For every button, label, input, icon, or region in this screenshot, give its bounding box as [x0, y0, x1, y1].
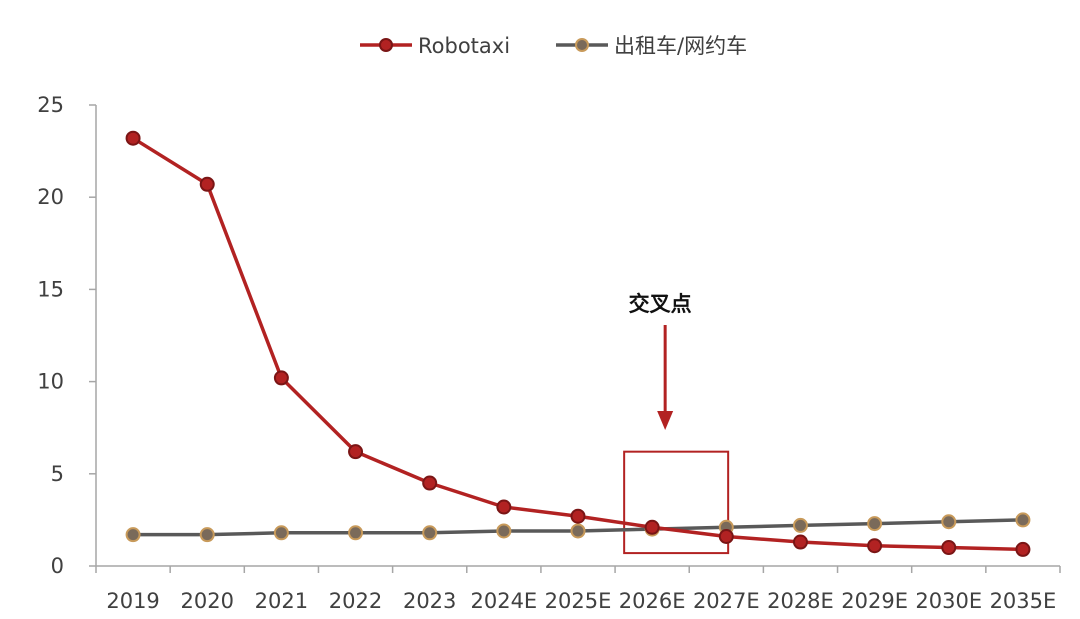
x-tick-label: 2023 — [403, 589, 456, 613]
axes: 0 5 10 15 20 25 2019 2020 2021 2022 2023 2024E 2025E… — [37, 93, 1061, 613]
x-tick-label: 2024E — [470, 589, 537, 613]
annotation-layer: 交叉点 — [623, 292, 730, 555]
y-tick-label: 5 — [51, 462, 64, 486]
legend-label: Robotaxi — [418, 34, 510, 58]
data-point — [867, 516, 883, 532]
x-tick-label: 2035E — [990, 589, 1057, 613]
series-0 — [125, 130, 1031, 557]
legend-item: 出租车/网约车 — [556, 34, 747, 58]
series-line — [132, 136, 1023, 552]
annotation-label: 交叉点 — [629, 292, 692, 316]
legend-item: Robotaxi — [360, 34, 510, 58]
x-tick-label: 2025E — [545, 589, 612, 613]
data-point — [273, 525, 289, 541]
y-tick-label: 10 — [37, 370, 64, 394]
data-point — [496, 523, 512, 539]
data-point — [199, 176, 215, 192]
x-tick-label: 2021 — [255, 589, 308, 613]
data-point — [348, 444, 364, 460]
data-point — [570, 523, 586, 539]
x-tick-label: 2022 — [329, 589, 382, 613]
y-tick-label: 20 — [37, 185, 64, 209]
x-tick-label: 2027E — [693, 589, 760, 613]
x-tick-label: 2029E — [841, 589, 908, 613]
data-point — [867, 538, 883, 554]
crossover-highlight-box — [623, 450, 730, 555]
x-tick-label: 2028E — [767, 589, 834, 613]
x-tick-label: 2019 — [106, 589, 159, 613]
data-point — [496, 499, 512, 515]
data-point — [1015, 541, 1031, 557]
x-tick-label: 2020 — [181, 589, 234, 613]
data-point — [348, 525, 364, 541]
annotation-arrow-head — [657, 411, 674, 430]
data-point — [125, 130, 141, 146]
y-tick-label: 25 — [37, 93, 64, 117]
data-point — [125, 527, 141, 543]
data-point — [792, 517, 808, 533]
data-point — [718, 528, 734, 544]
data-point — [570, 508, 586, 524]
data-point — [792, 534, 808, 550]
legend-label: 出租车/网约车 — [614, 34, 747, 58]
data-point — [422, 475, 438, 491]
data-point — [273, 370, 289, 386]
data-point — [199, 527, 215, 543]
y-tick-label: 15 — [37, 277, 64, 301]
x-tick-label: 2030E — [915, 589, 982, 613]
data-point — [644, 519, 660, 535]
legend-marker — [575, 38, 589, 52]
legend: Robotaxi 出租车/网约车 — [360, 34, 747, 58]
data-point — [941, 540, 957, 556]
data-point — [941, 514, 957, 530]
y-tick-label: 0 — [51, 554, 64, 578]
data-point — [422, 525, 438, 541]
series-layer — [125, 130, 1031, 557]
x-tick-label: 2026E — [619, 589, 686, 613]
data-point — [1015, 512, 1031, 528]
legend-marker — [379, 38, 393, 52]
